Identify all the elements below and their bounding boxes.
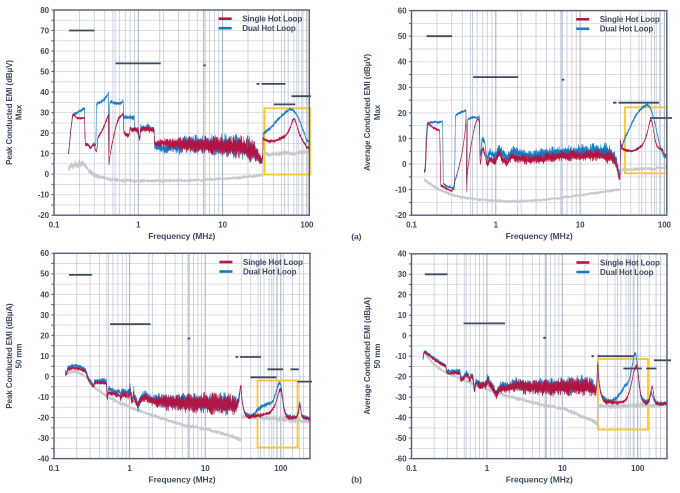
svg-text:100: 100 bbox=[631, 464, 645, 473]
svg-text:0.1: 0.1 bbox=[49, 221, 60, 230]
svg-text:Dual Hot Loop: Dual Hot Loop bbox=[600, 268, 654, 277]
svg-text:-20: -20 bbox=[395, 211, 407, 220]
svg-text:100: 100 bbox=[300, 221, 314, 230]
svg-text:50: 50 bbox=[398, 32, 407, 41]
svg-text:-40: -40 bbox=[395, 414, 407, 423]
svg-text:20: 20 bbox=[40, 331, 49, 340]
svg-text:-20: -20 bbox=[38, 211, 50, 220]
svg-text:-50: -50 bbox=[395, 434, 407, 443]
svg-text:70: 70 bbox=[40, 26, 49, 35]
svg-text:0.1: 0.1 bbox=[406, 221, 417, 230]
svg-text:(a): (a) bbox=[351, 231, 361, 241]
svg-text:-60: -60 bbox=[395, 455, 407, 464]
svg-text:60: 60 bbox=[40, 249, 49, 258]
svg-text:10: 10 bbox=[40, 352, 49, 361]
svg-text:Peak Conducted EMI (dBµA): Peak Conducted EMI (dBµA) bbox=[5, 303, 14, 409]
svg-text:Max: Max bbox=[373, 104, 382, 120]
svg-text:10: 10 bbox=[558, 464, 567, 473]
svg-text:20: 20 bbox=[40, 129, 49, 138]
svg-text:30: 30 bbox=[40, 311, 49, 320]
svg-text:Single Hot Loop: Single Hot Loop bbox=[243, 258, 303, 267]
svg-text:-30: -30 bbox=[395, 393, 407, 402]
svg-text:-20: -20 bbox=[395, 373, 407, 382]
svg-text:Average Conducted EMI (dBµV): Average Conducted EMI (dBµV) bbox=[363, 54, 372, 172]
svg-text:60: 60 bbox=[40, 47, 49, 56]
svg-text:Average Conducted EMI (dBµA): Average Conducted EMI (dBµA) bbox=[363, 297, 372, 415]
svg-text:-40: -40 bbox=[38, 455, 50, 464]
svg-text:Dual Hot Loop: Dual Hot Loop bbox=[242, 24, 296, 33]
svg-text:100: 100 bbox=[658, 221, 672, 230]
svg-text:100: 100 bbox=[274, 464, 288, 473]
svg-text:20: 20 bbox=[398, 109, 407, 118]
svg-text:1: 1 bbox=[136, 221, 141, 230]
svg-text:-10: -10 bbox=[38, 191, 50, 200]
svg-text:-10: -10 bbox=[395, 352, 407, 361]
svg-text:Frequency (MHz): Frequency (MHz) bbox=[149, 474, 216, 484]
svg-text:10: 10 bbox=[40, 150, 49, 159]
svg-text:Frequency (MHz): Frequency (MHz) bbox=[506, 231, 573, 241]
svg-text:Dual Hot Loop: Dual Hot Loop bbox=[600, 25, 654, 34]
svg-text:Max: Max bbox=[15, 104, 24, 120]
svg-text:0: 0 bbox=[45, 372, 50, 381]
svg-text:Dual Hot Loop: Dual Hot Loop bbox=[243, 267, 297, 276]
svg-text:Frequency (MHz): Frequency (MHz) bbox=[506, 474, 573, 484]
svg-text:80: 80 bbox=[40, 6, 49, 15]
svg-text:1: 1 bbox=[494, 221, 499, 230]
svg-text:50: 50 bbox=[40, 270, 49, 279]
svg-text:20: 20 bbox=[398, 291, 407, 300]
svg-text:10: 10 bbox=[218, 221, 227, 230]
svg-text:30: 30 bbox=[40, 109, 49, 118]
svg-text:10: 10 bbox=[576, 221, 585, 230]
svg-text:Single Hot Loop: Single Hot Loop bbox=[242, 15, 302, 24]
svg-text:40: 40 bbox=[40, 290, 49, 299]
svg-text:-10: -10 bbox=[38, 393, 50, 402]
svg-text:30: 30 bbox=[398, 83, 407, 92]
svg-text:50: 50 bbox=[40, 68, 49, 77]
svg-text:0: 0 bbox=[45, 170, 50, 179]
svg-text:Peak Conducted EMI (dBµV): Peak Conducted EMI (dBµV) bbox=[5, 60, 14, 165]
svg-text:Single Hot Loop: Single Hot Loop bbox=[600, 258, 660, 267]
svg-text:0.1: 0.1 bbox=[406, 464, 417, 473]
svg-text:1: 1 bbox=[485, 464, 490, 473]
svg-text:-10: -10 bbox=[395, 186, 407, 195]
svg-text:-30: -30 bbox=[38, 434, 50, 443]
svg-text:50 mm: 50 mm bbox=[373, 344, 382, 369]
svg-text:60: 60 bbox=[398, 7, 407, 16]
svg-text:1: 1 bbox=[127, 464, 132, 473]
svg-text:-20: -20 bbox=[38, 413, 50, 422]
svg-text:0: 0 bbox=[402, 160, 407, 169]
svg-text:40: 40 bbox=[398, 250, 407, 259]
svg-text:40: 40 bbox=[398, 58, 407, 67]
svg-text:(b): (b) bbox=[351, 474, 362, 484]
svg-text:10: 10 bbox=[201, 464, 210, 473]
svg-text:10: 10 bbox=[398, 134, 407, 143]
svg-text:30: 30 bbox=[398, 270, 407, 279]
svg-text:0.1: 0.1 bbox=[49, 464, 60, 473]
svg-text:50 mm: 50 mm bbox=[15, 344, 24, 369]
svg-text:Frequency (MHz): Frequency (MHz) bbox=[148, 231, 215, 241]
svg-text:40: 40 bbox=[40, 88, 49, 97]
svg-text:Single Hot Loop: Single Hot Loop bbox=[600, 15, 660, 24]
svg-text:10: 10 bbox=[398, 311, 407, 320]
svg-text:0: 0 bbox=[402, 332, 407, 341]
